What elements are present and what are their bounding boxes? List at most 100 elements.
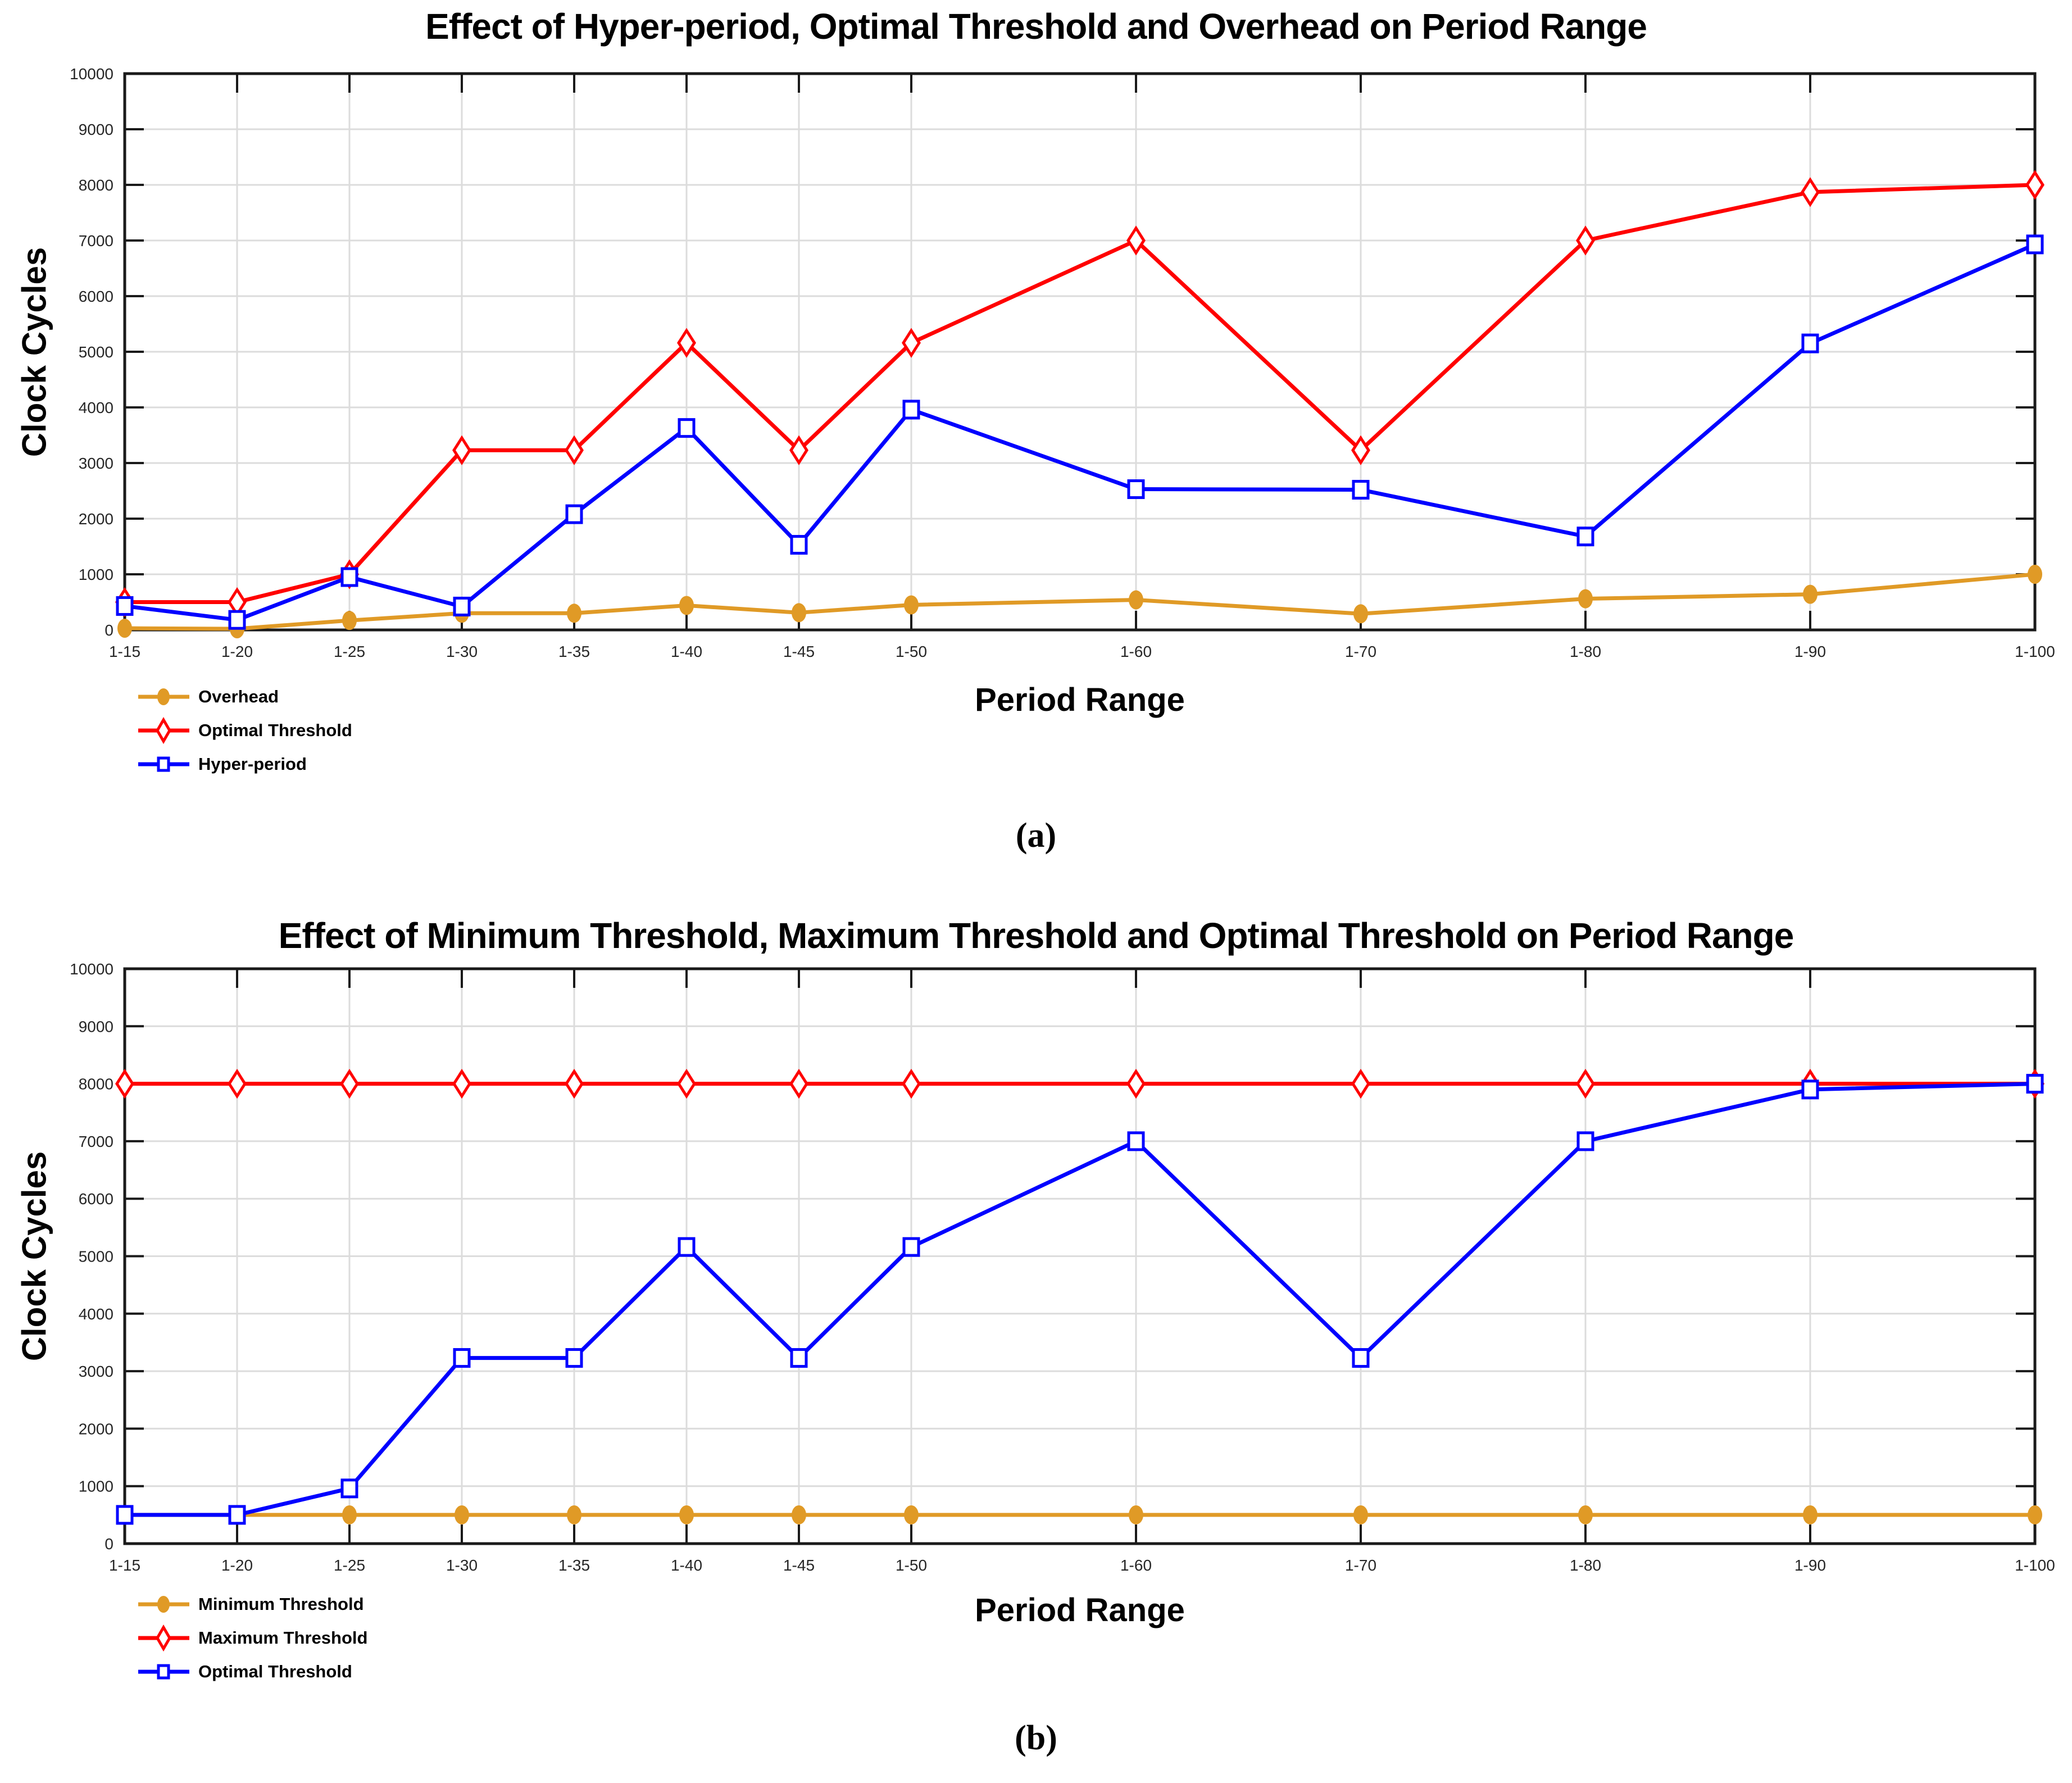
y-tick-label: 8000 [79, 176, 113, 194]
x-tick-label: 1-60 [1120, 643, 1152, 660]
legend-item-optimal-threshold: Optimal Threshold [137, 714, 352, 747]
series-overhead [117, 565, 2042, 639]
square-marker [1576, 1131, 1594, 1151]
x-tick-label: 1-35 [558, 643, 590, 660]
y-tick-label: 4000 [79, 1305, 113, 1323]
x-tick-label: 1-20 [221, 643, 253, 660]
x-tick-label: 1-40 [671, 1557, 702, 1574]
diamond-marker [1801, 177, 1820, 207]
y-tick-label: 6000 [79, 288, 113, 305]
circle-marker [679, 1505, 694, 1525]
series-hyper-period [116, 234, 2044, 630]
square-marker [1352, 1348, 1370, 1368]
tick-labels: 0 1000 2000 3000 4000 5000 6000 7000 8000 9000 100… [70, 960, 2055, 1574]
chart-plot-area: 0 1000 2000 3000 4000 5000 6000 7000 8000 9000 100… [70, 65, 2055, 660]
square-marker [116, 596, 134, 616]
square-marker [565, 504, 583, 524]
x-tick-label: 1-100 [2015, 1557, 2055, 1574]
legend-label: Optimal Threshold [198, 720, 352, 740]
diamond-marker [902, 1068, 921, 1099]
square-marker [1576, 527, 1594, 547]
y-tick-label: 4000 [79, 399, 113, 416]
y-tick-label: 10000 [70, 65, 113, 83]
diamond-marker [789, 435, 808, 465]
diamond-marker [452, 1068, 471, 1099]
square-marker [1127, 479, 1145, 500]
square-marker-icon [138, 1664, 189, 1680]
diamond-marker-icon [138, 717, 189, 744]
diamond-marker [677, 328, 696, 358]
y-tick-label: 6000 [79, 1190, 113, 1208]
diamond-marker [340, 1068, 359, 1099]
diamond-marker [2025, 170, 2044, 200]
diamond-marker [565, 1068, 584, 1099]
y-tick-label: 7000 [79, 1133, 113, 1150]
diamond-marker [1126, 1068, 1146, 1099]
chart-a-x-axis-label: Period Range [975, 682, 1185, 718]
square-marker [902, 1237, 920, 1257]
square-marker [453, 1348, 471, 1368]
x-tick-label: 1-15 [109, 1557, 140, 1574]
circle-marker [1803, 1505, 1817, 1525]
circle-marker-icon [138, 1596, 189, 1613]
y-tick-label: 0 [104, 621, 113, 639]
gridlines [125, 74, 2035, 630]
x-tick-label: 1-25 [334, 1557, 365, 1574]
tick-marks [124, 968, 2036, 1545]
circle-marker [1353, 1505, 1368, 1525]
square-marker [228, 1505, 246, 1525]
diamond-marker [452, 435, 471, 465]
y-tick-label: 0 [104, 1535, 113, 1553]
square-marker [340, 567, 358, 587]
diamond-marker [115, 1068, 134, 1099]
square-marker [790, 535, 808, 555]
square-marker [1801, 333, 1819, 353]
series-optimal-threshold [116, 1074, 2044, 1525]
circle-marker [1578, 589, 1593, 609]
series-line [124, 572, 2035, 631]
legend-label: Hyper-period [198, 754, 307, 774]
series-line [124, 242, 2036, 622]
y-tick-label: 1000 [79, 566, 113, 583]
circle-marker [679, 596, 694, 615]
x-tick-label: 1-60 [1120, 1557, 1152, 1574]
chart-a-y-axis-label: Clock Cycles [3, 74, 65, 630]
circle-marker [2028, 565, 2042, 584]
x-tick-label: 1-40 [671, 643, 702, 660]
diamond-marker [565, 435, 584, 465]
y-tick-label: 8000 [79, 1076, 113, 1093]
circle-marker [342, 1505, 357, 1525]
circle-marker [904, 1505, 919, 1525]
series-line [125, 1082, 2035, 1517]
square-marker [1352, 480, 1370, 500]
circle-marker [1803, 584, 1817, 604]
legend-label: Maximum Threshold [198, 1628, 368, 1648]
square-marker [228, 610, 246, 630]
diamond-marker [1576, 1068, 1595, 1099]
x-tick-label: 1-100 [2015, 643, 2055, 660]
x-tick-label: 1-30 [446, 1557, 478, 1574]
diamond-marker-icon [138, 1625, 189, 1652]
subfigure-a-caption: (a) [1015, 816, 1057, 855]
circle-marker [792, 603, 806, 623]
square-marker [2026, 1074, 2044, 1094]
x-tick-label: 1-25 [334, 643, 365, 660]
series-line [125, 183, 2035, 604]
circle-marker [342, 611, 357, 630]
y-tick-label: 10000 [70, 960, 113, 978]
square-marker [2026, 234, 2044, 255]
diamond-marker [228, 1068, 247, 1099]
y-tick-label: 5000 [79, 343, 113, 361]
diamond-marker [1126, 225, 1146, 256]
circle-marker [792, 1505, 806, 1525]
series-maximum-threshold [115, 1068, 2044, 1099]
x-tick-label: 1-30 [446, 643, 478, 660]
x-tick-label: 1-35 [558, 1557, 590, 1574]
x-tick-label: 1-80 [1570, 1557, 1601, 1574]
x-tick-label: 1-20 [221, 1557, 253, 1574]
square-marker-icon [138, 756, 189, 772]
square-marker [902, 400, 920, 420]
diamond-marker [677, 1068, 696, 1099]
